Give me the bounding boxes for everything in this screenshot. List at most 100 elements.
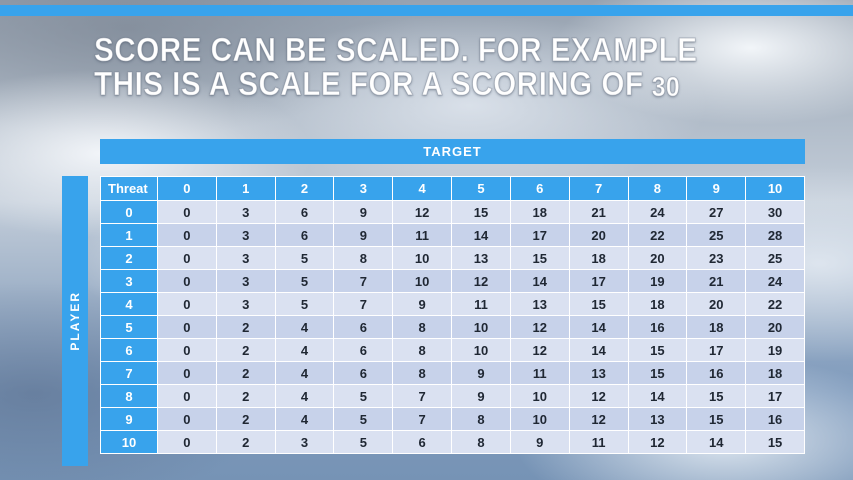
score-cell: 15 [745,430,805,454]
score-cell: 0 [157,246,217,270]
threat-row-header: 4 [100,292,158,316]
score-cell: 10 [509,384,570,408]
slide-title: SCORE CAN BE SCALED. FOR EXAMPLE THIS IS… [94,31,698,103]
score-cell: 4 [274,338,335,362]
score-cell: 5 [333,430,394,454]
score-cell: 2 [215,361,276,385]
threat-row-header: 6 [100,338,158,362]
score-cell: 0 [157,338,217,362]
table-row: 7 0 2 4 6 8 9 11 13 15 16 18 [100,361,805,385]
score-cell: 25 [745,246,805,270]
target-col-header: 5 [451,176,511,201]
table-row: 4 0 3 5 7 9 11 13 15 18 20 22 [100,292,805,316]
score-cell: 14 [627,384,688,408]
title-line-2-text: THIS IS A SCALE FOR A SCORING OF [94,65,644,102]
score-cell: 2 [215,384,276,408]
score-cell: 2 [215,338,276,362]
score-cell: 21 [686,269,747,293]
title-line-1: SCORE CAN BE SCALED. FOR EXAMPLE [94,31,698,68]
threat-row-header: 5 [100,315,158,339]
score-cell: 15 [686,407,747,431]
score-cell: 5 [333,384,394,408]
score-cell: 16 [745,407,805,431]
target-col-header: 6 [509,176,570,201]
score-cell: 8 [392,361,453,385]
score-cell: 28 [745,223,805,247]
score-cell: 9 [333,223,394,247]
threat-row-header: 0 [100,200,158,224]
threat-row-header: 2 [100,246,158,270]
score-cell: 3 [215,292,276,316]
score-cell: 12 [568,407,629,431]
score-cell: 8 [333,246,394,270]
score-cell: 18 [627,292,688,316]
score-cell: 15 [686,384,747,408]
score-cell: 9 [451,384,511,408]
score-cell: 8 [451,430,511,454]
score-cell: 22 [745,292,805,316]
score-cell: 13 [451,246,511,270]
score-cell: 4 [274,315,335,339]
score-cell: 11 [568,430,629,454]
score-cell: 12 [509,338,570,362]
target-header-bar: TARGET [100,139,805,164]
threat-row-header: 3 [100,269,158,293]
score-cell: 20 [686,292,747,316]
target-col-header: 8 [627,176,688,201]
score-cell: 11 [392,223,453,247]
score-cell: 18 [568,246,629,270]
score-cell: 6 [333,338,394,362]
score-cell: 30 [745,200,805,224]
target-label: TARGET [423,144,482,159]
score-cell: 25 [686,223,747,247]
target-col-header: 7 [568,176,629,201]
score-cell: 2 [215,430,276,454]
score-cell: 7 [333,292,394,316]
score-cell: 0 [157,361,217,385]
score-cell: 8 [392,338,453,362]
score-cell: 15 [451,200,511,224]
score-cell: 6 [333,361,394,385]
threat-row-header: 8 [100,384,158,408]
score-cell: 13 [568,361,629,385]
score-cell: 14 [686,430,747,454]
score-cell: 16 [627,315,688,339]
target-col-header: 9 [686,176,747,201]
score-cell: 8 [451,407,511,431]
player-header-bar: PLAYER [62,176,88,466]
score-cell: 12 [451,269,511,293]
target-col-header: 1 [215,176,276,201]
score-cell: 3 [215,223,276,247]
score-cell: 6 [392,430,453,454]
score-cell: 18 [509,200,570,224]
score-cell: 0 [157,315,217,339]
score-cell: 17 [686,338,747,362]
player-label: PLAYER [68,291,82,351]
score-cell: 0 [157,384,217,408]
score-cell: 9 [451,361,511,385]
score-cell: 24 [627,200,688,224]
score-cell: 4 [274,384,335,408]
score-cell: 23 [686,246,747,270]
table-row: 9 0 2 4 5 7 8 10 12 13 15 16 [100,407,805,431]
score-cell: 18 [686,315,747,339]
target-col-header: 4 [392,176,453,201]
score-table-head: Threat 0 1 2 3 4 5 6 7 8 9 10 [100,176,805,201]
score-table: Threat 0 1 2 3 4 5 6 7 8 9 10 0 0 3 6 9 12 15 18 21 24 27 30 1… [100,176,805,454]
score-cell: 8 [392,315,453,339]
score-cell: 19 [745,338,805,362]
threat-corner-header: Threat [100,176,158,201]
score-cell: 15 [509,246,570,270]
score-cell: 5 [274,246,335,270]
score-cell: 16 [686,361,747,385]
score-cell: 5 [274,269,335,293]
score-cell: 10 [392,269,453,293]
target-col-header: 2 [274,176,335,201]
score-cell: 14 [568,338,629,362]
table-row: 1 0 3 6 9 11 14 17 20 22 25 28 [100,223,805,247]
score-cell: 17 [509,223,570,247]
score-cell: 17 [745,384,805,408]
score-cell: 0 [157,292,217,316]
score-cell: 14 [509,269,570,293]
score-cell: 3 [215,246,276,270]
